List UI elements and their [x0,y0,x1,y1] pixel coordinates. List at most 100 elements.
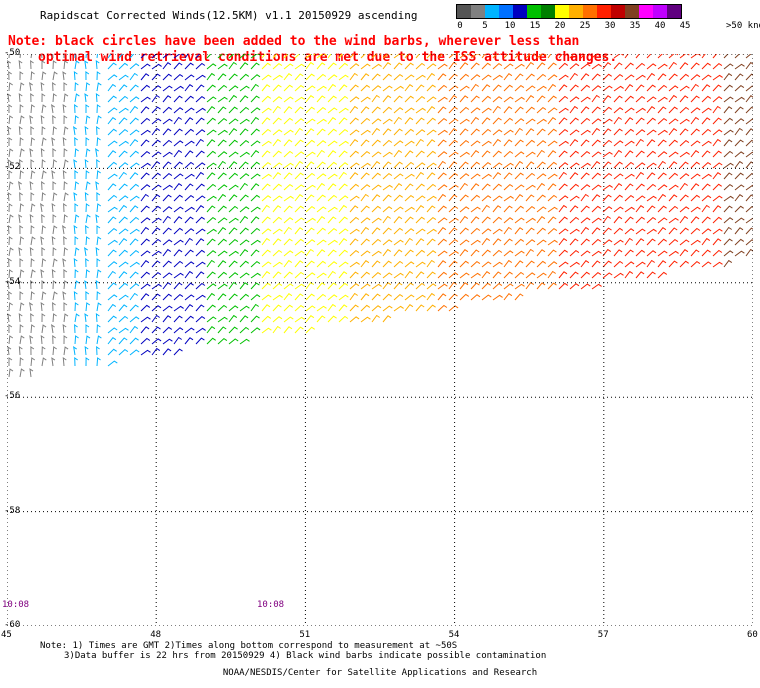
wind-barb [327,50,336,59]
wind-barb [470,272,481,279]
wind-barb [63,82,68,91]
wind-barb [217,238,227,246]
wind-barb [679,139,690,147]
wind-barb [745,118,756,125]
wind-barb [30,71,35,81]
wind-barb [371,260,381,268]
wind-barb [404,282,414,290]
wind-barb [459,73,470,81]
scale-tick-label: 5 [482,21,488,31]
wind-barb [558,140,569,147]
wind-barb [272,216,283,224]
wind-barb [701,51,711,59]
wind-barb [140,337,151,345]
wind-barb [228,250,239,257]
wind-barb [151,314,160,323]
wind-barb [668,128,678,136]
wind-barb [195,129,206,136]
wind-barb [96,49,102,59]
wind-barb [151,194,161,202]
wind-barb [459,249,469,257]
wind-barb [360,150,371,158]
wind-barb [162,326,173,334]
wind-barb [272,228,283,235]
wind-barb [635,117,645,125]
scale-segment [485,5,499,18]
wind-barb [206,129,217,136]
wind-barb [580,184,591,191]
wind-barb [514,238,525,246]
wind-barb [723,63,734,70]
wind-barb [30,126,35,136]
wind-barb [85,115,91,125]
wind-barb [503,172,513,180]
wind-barb [701,173,712,180]
wind-barb [723,162,734,169]
wind-barb [371,293,381,301]
wind-barb [657,250,668,257]
wind-barb [679,151,690,158]
wind-barb [426,259,435,268]
wind-barb [40,115,45,125]
wind-barb [272,84,282,92]
wind-barb [426,172,436,180]
wind-barb [503,73,513,81]
wind-barb [525,61,535,70]
wind-barb [63,159,69,169]
wind-barb [316,239,327,246]
wind-barb [74,269,79,279]
wind-barb [95,246,100,257]
wind-barb [228,217,239,224]
wind-barb [129,195,140,202]
wind-barb [448,281,457,290]
wind-barb [107,282,117,290]
wind-barb [195,282,206,290]
wind-barb [426,205,436,213]
wind-barb [734,106,744,114]
wind-barb [690,74,701,81]
wind-barb [360,139,370,147]
wind-barb [690,161,700,169]
wind-barb [745,85,756,92]
wind-barb [195,216,205,224]
wind-barb [646,139,656,147]
wind-barb [536,182,546,191]
wind-barb [294,194,304,202]
wind-barb [96,203,102,213]
wind-barb [382,172,393,180]
wind-barb [393,272,404,279]
wind-barb [206,259,215,268]
wind-barb [547,95,557,103]
wind-barb [18,59,23,70]
wind-barb [129,172,139,180]
wind-barb [712,249,723,257]
scale-tick-label: 0 [457,21,463,31]
wind-barb [426,183,437,191]
color-scale-bar [456,4,682,19]
wind-barb [316,85,327,92]
wind-barb [514,217,525,224]
wind-barb [591,227,601,235]
wind-barb [415,171,425,180]
wind-barb [437,238,447,246]
wind-barb [613,272,624,279]
wind-barb [52,247,57,257]
wind-barb [74,313,80,323]
wind-barb [437,304,448,312]
wind-barb [107,227,118,235]
wind-barb [173,128,183,136]
wind-barb [382,239,393,246]
wind-barb [349,63,360,70]
wind-barb [283,283,294,290]
wind-barb [85,258,89,268]
wind-barb [162,139,173,147]
wind-barb [580,150,591,158]
wind-barb [591,238,602,246]
wind-barb [151,94,160,103]
latitude-label: -54 [4,276,21,287]
wind-barb [8,368,14,378]
wind-barb [8,302,13,312]
wind-barb [426,304,436,312]
wind-barb [360,84,371,92]
wind-barb [525,281,535,290]
